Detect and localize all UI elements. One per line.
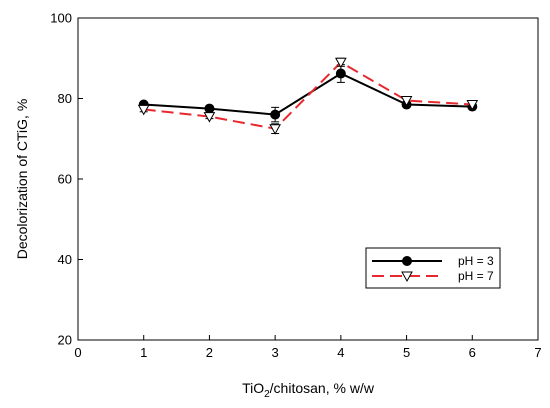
x-tick-label: 3 [272, 345, 279, 360]
plot-frame [77, 17, 539, 341]
y-tick-label: 100 [50, 11, 72, 26]
x-tick-label: 5 [403, 345, 410, 360]
legend-label-ph3: pH = 3 [458, 254, 494, 268]
legend-label-ph7: pH = 7 [458, 269, 494, 283]
legend-marker-ph7 [401, 271, 413, 283]
x-axis-title-suffix: /chitosan, % w/w [270, 380, 375, 396]
series-ph-3-line [143, 72, 473, 116]
series-ph-7-line [143, 61, 473, 130]
series-ph-3-point [270, 109, 281, 120]
legend: pH = 3 pH = 7 [365, 247, 501, 289]
series-ph-7-point [466, 100, 479, 111]
legend-marker-ph3 [402, 256, 412, 266]
ticks-layer: 0 1 2 3 4 5 6 7 20 40 60 80 100 [50, 11, 541, 361]
y-tick-label: 40 [58, 252, 72, 267]
x-axis-title-subscript: 2 [264, 389, 270, 400]
series-ph-7-point [269, 124, 281, 135]
y-axis-title: Decolorization of CTiG, % [14, 99, 30, 260]
series-layer [137, 57, 479, 135]
series-ph-7-point [335, 57, 347, 69]
x-tick-label: 4 [337, 345, 344, 360]
series-ph-3-point [204, 103, 215, 114]
x-tick-label: 6 [469, 345, 476, 360]
x-axis-title-prefix: TiO [242, 380, 264, 396]
series-ph-7-point [400, 96, 413, 107]
x-tick-label: 7 [534, 345, 541, 360]
x-axis-title: TiO2/chitosan, % w/w [242, 380, 375, 400]
x-tick-label: 2 [206, 345, 213, 360]
series-ph-7 [137, 57, 479, 135]
x-tick-label: 1 [140, 345, 147, 360]
series-ph-7-point [137, 104, 150, 116]
y-tick-label: 80 [58, 91, 72, 106]
series-ph-3 [138, 64, 478, 123]
series-ph-3-point [335, 68, 346, 79]
legend-box [365, 247, 501, 289]
x-tick-label: 0 [74, 345, 81, 360]
y-tick-label: 20 [58, 333, 72, 348]
series-ph-7-point [203, 112, 216, 123]
y-tick-label: 60 [58, 172, 72, 187]
